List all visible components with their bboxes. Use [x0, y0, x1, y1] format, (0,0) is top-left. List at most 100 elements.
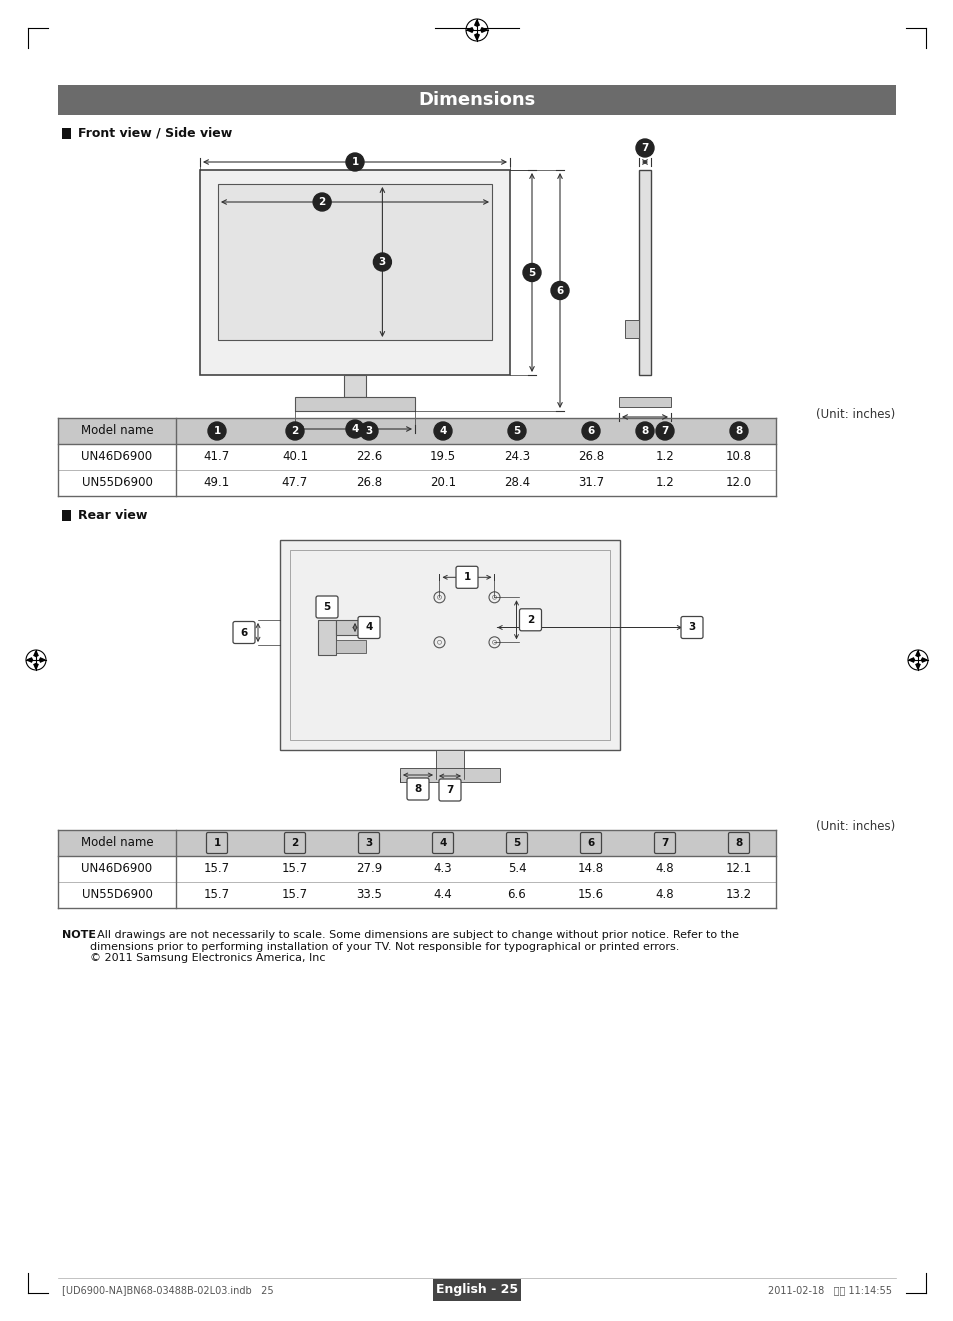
Text: UN46D6900: UN46D6900	[81, 863, 152, 876]
Bar	[317, 620, 335, 655]
FancyBboxPatch shape	[357, 617, 379, 638]
Bar	[58, 85, 895, 115]
Bar	[218, 184, 492, 339]
Polygon shape	[475, 34, 478, 40]
Text: 15.7: 15.7	[204, 863, 230, 876]
Text: Model name: Model name	[81, 836, 153, 849]
Bar	[290, 550, 609, 740]
Text: 5: 5	[528, 267, 535, 277]
Text: 41.7: 41.7	[204, 450, 230, 464]
Text: 13.2: 13.2	[725, 889, 751, 901]
Text: 15.7: 15.7	[282, 863, 308, 876]
Bar	[618, 398, 670, 407]
Text: 5: 5	[513, 838, 520, 848]
Text: 5.4: 5.4	[507, 863, 526, 876]
Circle shape	[346, 420, 364, 439]
FancyBboxPatch shape	[407, 778, 429, 801]
Circle shape	[522, 263, 540, 281]
Polygon shape	[467, 28, 473, 32]
Text: English - 25: English - 25	[436, 1284, 517, 1296]
Text: 49.1: 49.1	[204, 477, 230, 490]
Text: Rear view: Rear view	[78, 509, 147, 522]
Text: 4: 4	[438, 838, 446, 848]
Text: 2011-02-18   오전 11:14:55: 2011-02-18 오전 11:14:55	[767, 1285, 891, 1295]
Text: 8: 8	[414, 783, 421, 794]
Circle shape	[729, 421, 747, 440]
Polygon shape	[27, 658, 32, 662]
FancyBboxPatch shape	[438, 779, 460, 801]
Text: 15.6: 15.6	[578, 889, 603, 901]
Text: 7: 7	[446, 785, 454, 795]
Text: 4.8: 4.8	[655, 889, 674, 901]
Text: 4.8: 4.8	[655, 863, 674, 876]
Text: 20.1: 20.1	[430, 477, 456, 490]
Text: NOTE: NOTE	[62, 930, 96, 941]
Bar	[344, 375, 366, 398]
Text: 26.8: 26.8	[355, 477, 381, 490]
Polygon shape	[915, 651, 919, 657]
Text: (Unit: inches): (Unit: inches)	[815, 820, 894, 834]
Text: 12.1: 12.1	[725, 863, 751, 876]
Text: 47.7: 47.7	[281, 477, 308, 490]
Circle shape	[636, 421, 654, 440]
Bar	[58, 417, 775, 444]
Text: 8: 8	[735, 425, 741, 436]
Text: 15.7: 15.7	[204, 889, 230, 901]
Text: 1: 1	[213, 425, 220, 436]
FancyBboxPatch shape	[680, 617, 702, 638]
Circle shape	[373, 254, 391, 271]
Text: 3: 3	[365, 425, 373, 436]
Bar	[62, 510, 71, 520]
Text: 24.3: 24.3	[503, 450, 530, 464]
Text: UN46D6900: UN46D6900	[81, 450, 152, 464]
Bar	[200, 170, 510, 375]
Text: 1: 1	[351, 157, 358, 166]
Text: 4: 4	[438, 425, 446, 436]
Text: : All drawings are not necessarily to scale. Some dimensions are subject to chan: : All drawings are not necessarily to sc…	[90, 930, 739, 963]
Text: 3: 3	[378, 258, 386, 267]
Text: 12.0: 12.0	[725, 477, 751, 490]
Text: 3: 3	[688, 622, 695, 633]
Text: 1: 1	[463, 572, 470, 583]
Text: 15.7: 15.7	[282, 889, 308, 901]
Bar	[58, 830, 775, 856]
Text: UN55D6900: UN55D6900	[81, 477, 152, 490]
Circle shape	[434, 421, 452, 440]
Text: 10.8: 10.8	[725, 450, 751, 464]
Bar	[280, 540, 619, 750]
Text: 4.4: 4.4	[434, 889, 452, 901]
Text: 28.4: 28.4	[503, 477, 530, 490]
Text: 6: 6	[240, 627, 248, 638]
Polygon shape	[915, 663, 919, 668]
Text: 14.8: 14.8	[578, 863, 603, 876]
Text: UN55D6900: UN55D6900	[81, 889, 152, 901]
Text: 5: 5	[323, 602, 331, 612]
Text: 7: 7	[660, 425, 668, 436]
Text: 6.6: 6.6	[507, 889, 526, 901]
Text: 4: 4	[365, 622, 373, 633]
FancyBboxPatch shape	[519, 609, 541, 631]
Text: Model name: Model name	[81, 424, 153, 437]
Text: 5: 5	[513, 425, 520, 436]
Polygon shape	[34, 651, 38, 657]
Text: 2: 2	[526, 614, 534, 625]
Bar	[436, 750, 463, 768]
Circle shape	[346, 153, 364, 170]
Circle shape	[581, 421, 599, 440]
Text: 3: 3	[365, 838, 373, 848]
Text: 8: 8	[640, 425, 648, 436]
Text: 4.3: 4.3	[434, 863, 452, 876]
Text: 22.6: 22.6	[355, 450, 382, 464]
FancyBboxPatch shape	[456, 567, 477, 588]
Polygon shape	[480, 28, 486, 32]
Text: Dimensions: Dimensions	[418, 91, 535, 110]
Polygon shape	[908, 658, 914, 662]
Text: 7: 7	[660, 838, 668, 848]
Text: 8: 8	[735, 838, 741, 848]
Text: 1.2: 1.2	[655, 477, 674, 490]
Bar	[335, 620, 374, 635]
Circle shape	[313, 193, 331, 211]
Polygon shape	[921, 658, 926, 662]
Text: 1.2: 1.2	[655, 450, 674, 464]
Circle shape	[208, 421, 226, 440]
